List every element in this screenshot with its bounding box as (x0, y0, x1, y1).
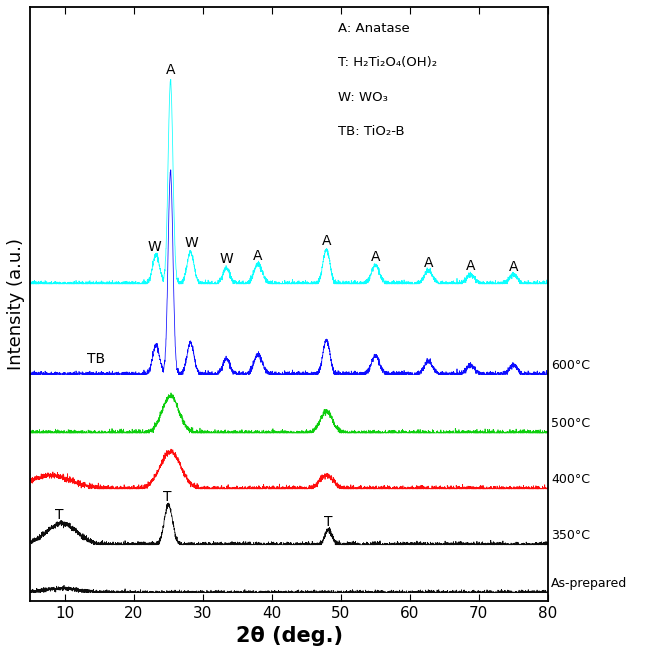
Text: W: W (185, 236, 199, 249)
Y-axis label: Intensity (a.u.): Intensity (a.u.) (7, 238, 25, 370)
Text: T: T (324, 515, 333, 529)
Text: 500°C: 500°C (551, 417, 591, 430)
Text: 600°C: 600°C (551, 358, 591, 372)
Text: A: A (424, 256, 433, 270)
Text: 350°C: 350°C (551, 529, 591, 542)
Text: A: A (466, 259, 475, 273)
Text: 400°C: 400°C (551, 473, 591, 486)
Text: A: A (253, 249, 263, 263)
Text: T: T (163, 490, 171, 504)
Text: W: WO₃: W: WO₃ (338, 91, 388, 104)
Text: A: A (371, 251, 380, 264)
Text: A: A (509, 259, 518, 274)
Text: W: W (220, 251, 233, 266)
Text: T: H₂Ti₂O₄(OH)₂: T: H₂Ti₂O₄(OH)₂ (338, 56, 438, 69)
Text: A: Anatase: A: Anatase (338, 22, 410, 35)
Text: W: W (148, 240, 162, 254)
Text: A: A (165, 63, 175, 76)
Text: T: T (55, 508, 63, 522)
Text: TB: TiO₂-B: TB: TiO₂-B (338, 125, 405, 138)
Text: As-prepared: As-prepared (551, 577, 627, 590)
Text: TB: TB (87, 351, 105, 366)
Text: A: A (322, 234, 331, 249)
X-axis label: 2θ (deg.): 2θ (deg.) (235, 626, 343, 646)
